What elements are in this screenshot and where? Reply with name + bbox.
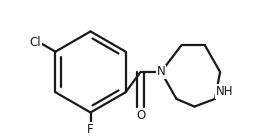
Text: O: O bbox=[136, 109, 145, 122]
Text: Cl: Cl bbox=[29, 36, 41, 49]
Text: NH: NH bbox=[216, 85, 234, 98]
Text: N: N bbox=[157, 65, 166, 78]
Text: F: F bbox=[87, 123, 94, 136]
Text: N: N bbox=[157, 65, 166, 78]
